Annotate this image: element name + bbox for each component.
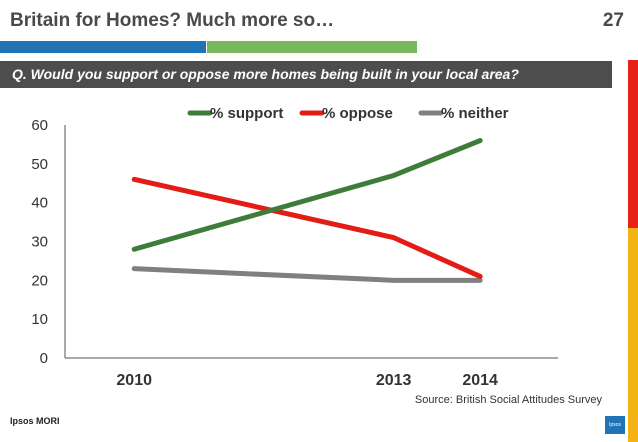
x-tick-label: 2010 <box>116 372 152 389</box>
legend-label: % oppose <box>322 105 393 122</box>
y-tick-labels: 0 10 20 30 40 50 60 <box>31 117 48 367</box>
ipsos-corner-logo: Ipsos <box>605 416 625 434</box>
legend-label: % support <box>210 105 283 122</box>
x-tick-label: 2014 <box>462 372 498 389</box>
y-tick-label: 50 <box>31 156 48 173</box>
series-line-oppose <box>131 176 483 279</box>
brand-bar-divider <box>206 41 207 53</box>
y-tick-label: 0 <box>40 350 48 367</box>
side-accent-red <box>628 60 638 228</box>
page-title: Britain for Homes? Much more so… <box>10 10 335 31</box>
y-tick-label: 20 <box>31 272 48 289</box>
ipsos-mori-logo: Ipsos MORI <box>10 416 60 426</box>
y-tick-label: 40 <box>31 195 48 212</box>
y-tick-label: 30 <box>31 234 48 251</box>
x-tick-label: 2013 <box>376 372 412 389</box>
x-tick-labels: 2010 2013 2014 <box>116 372 498 389</box>
survey-question: Q. Would you support or oppose more home… <box>0 61 612 88</box>
y-tick-label: 10 <box>31 311 48 328</box>
side-accent-yellow <box>628 228 638 442</box>
y-tick-label: 60 <box>31 117 48 134</box>
legend-label: % neither <box>441 105 509 122</box>
series-line-support <box>131 138 483 252</box>
source-note: Source: British Social Attitudes Survey <box>414 394 602 406</box>
chart-axes <box>64 125 558 359</box>
chart-series <box>131 138 483 283</box>
brand-bar-blue <box>0 41 206 53</box>
series-line-neither <box>131 266 483 283</box>
brand-bar-green <box>206 41 417 53</box>
page-number: 27 <box>602 10 624 31</box>
chart-legend: % support % oppose % neither <box>187 105 509 122</box>
